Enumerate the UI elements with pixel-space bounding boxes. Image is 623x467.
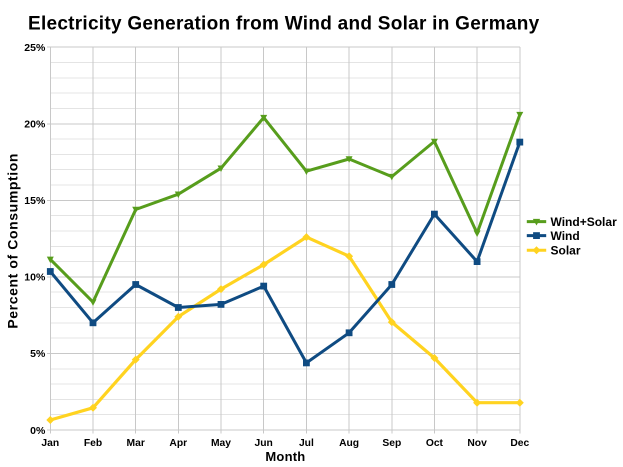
svg-text:Jul: Jul xyxy=(299,438,314,449)
svg-text:Apr: Apr xyxy=(169,438,187,449)
svg-text:25%: 25% xyxy=(24,42,46,54)
svg-text:Jun: Jun xyxy=(255,438,273,449)
svg-text:Mar: Mar xyxy=(127,438,145,449)
svg-text:15%: 15% xyxy=(24,195,46,207)
svg-text:Jan: Jan xyxy=(41,438,59,449)
svg-text:Wind: Wind xyxy=(551,229,580,243)
svg-text:Feb: Feb xyxy=(84,438,102,449)
svg-text:Nov: Nov xyxy=(467,438,487,449)
svg-text:May: May xyxy=(211,438,231,449)
svg-text:Wind+Solar: Wind+Solar xyxy=(551,215,618,229)
svg-text:10%: 10% xyxy=(24,272,46,284)
svg-text:Dec: Dec xyxy=(510,438,529,449)
svg-text:Oct: Oct xyxy=(426,438,444,449)
svg-text:Aug: Aug xyxy=(339,438,359,449)
svg-text:0%: 0% xyxy=(30,425,46,437)
svg-text:Electricity Generation from Wi: Electricity Generation from Wind and Sol… xyxy=(28,13,540,34)
svg-text:5%: 5% xyxy=(30,348,46,360)
svg-text:20%: 20% xyxy=(24,119,46,131)
svg-text:Percent of Consumption: Percent of Consumption xyxy=(5,153,21,329)
svg-text:Solar: Solar xyxy=(551,243,581,257)
svg-text:Sep: Sep xyxy=(382,438,401,449)
svg-text:Month: Month xyxy=(265,449,305,464)
